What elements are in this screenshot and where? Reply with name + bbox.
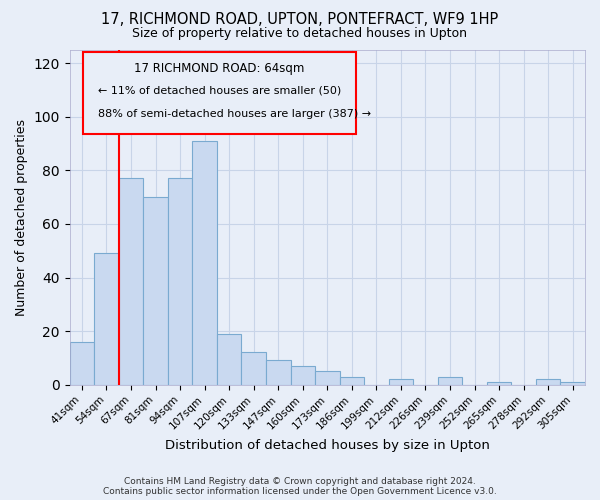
Text: Contains public sector information licensed under the Open Government Licence v3: Contains public sector information licen…: [103, 487, 497, 496]
Bar: [266, 360, 290, 384]
Bar: [389, 379, 413, 384]
FancyBboxPatch shape: [83, 52, 356, 134]
Bar: [193, 141, 217, 384]
Bar: [94, 254, 119, 384]
Text: Size of property relative to detached houses in Upton: Size of property relative to detached ho…: [133, 28, 467, 40]
Bar: [315, 371, 340, 384]
Text: Contains HM Land Registry data © Crown copyright and database right 2024.: Contains HM Land Registry data © Crown c…: [124, 477, 476, 486]
Bar: [438, 376, 462, 384]
Bar: [70, 342, 94, 384]
Y-axis label: Number of detached properties: Number of detached properties: [15, 119, 28, 316]
Text: 17 RICHMOND ROAD: 64sqm: 17 RICHMOND ROAD: 64sqm: [134, 62, 304, 74]
Bar: [560, 382, 585, 384]
Bar: [143, 197, 168, 384]
Bar: [340, 376, 364, 384]
Bar: [168, 178, 193, 384]
Bar: [241, 352, 266, 384]
X-axis label: Distribution of detached houses by size in Upton: Distribution of detached houses by size …: [165, 440, 490, 452]
Bar: [487, 382, 511, 384]
Bar: [119, 178, 143, 384]
Bar: [290, 366, 315, 384]
Text: 88% of semi-detached houses are larger (387) →: 88% of semi-detached houses are larger (…: [98, 108, 371, 118]
Text: ← 11% of detached houses are smaller (50): ← 11% of detached houses are smaller (50…: [98, 85, 341, 95]
Text: 17, RICHMOND ROAD, UPTON, PONTEFRACT, WF9 1HP: 17, RICHMOND ROAD, UPTON, PONTEFRACT, WF…: [101, 12, 499, 28]
Bar: [217, 334, 241, 384]
Bar: [536, 379, 560, 384]
